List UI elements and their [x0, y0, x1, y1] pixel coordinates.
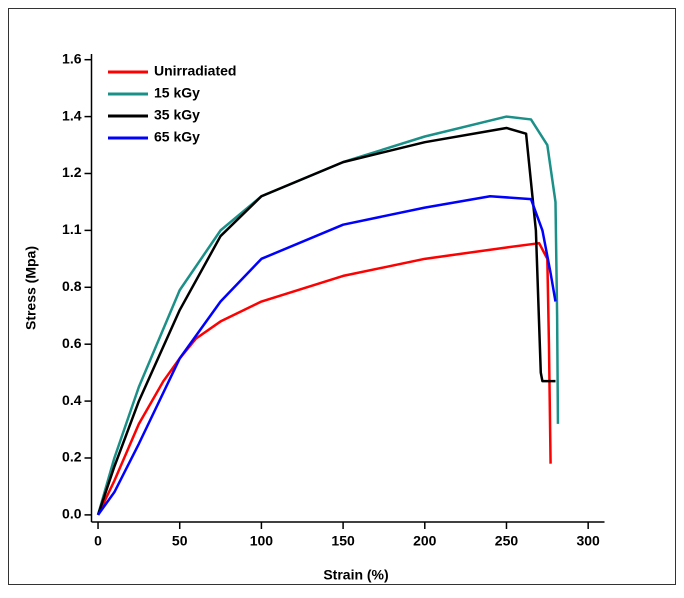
y-tick-label: 1.6 — [62, 50, 82, 66]
series-line — [96, 115, 560, 516]
legend-label: 65 kGy — [154, 129, 200, 145]
x-tick-label: 200 — [413, 533, 437, 549]
legend-label: 35 kGy — [154, 107, 200, 123]
x-tick-label: 100 — [250, 533, 274, 549]
y-tick-label: 0.2 — [62, 449, 82, 465]
y-tick-label: 1.4 — [62, 107, 82, 123]
series-line — [97, 194, 557, 516]
x-tick-label: 50 — [172, 533, 188, 549]
legend-label: 15 kGy — [154, 85, 200, 101]
y-tick-label: 0.8 — [62, 278, 82, 294]
x-tick-label: 150 — [331, 533, 355, 549]
x-tick-label: 300 — [576, 533, 600, 549]
y-tick-label: 0.0 — [62, 506, 82, 522]
legend-label: Unirradiated — [154, 63, 236, 79]
y-tick-label: 0.6 — [62, 335, 82, 351]
series-line — [96, 126, 556, 516]
y-tick-label: 1.2 — [62, 164, 82, 180]
frame — [8, 8, 676, 585]
x-axis-label: Strain (%) — [323, 567, 388, 583]
series-line — [96, 241, 552, 516]
y-axis-label: Stress (Mpa) — [23, 246, 39, 330]
y-tick-label: 0.4 — [62, 392, 82, 408]
x-tick-label: 250 — [495, 533, 519, 549]
y-tick-label: 1.1 — [62, 221, 82, 237]
x-tick-label: 0 — [94, 533, 102, 549]
